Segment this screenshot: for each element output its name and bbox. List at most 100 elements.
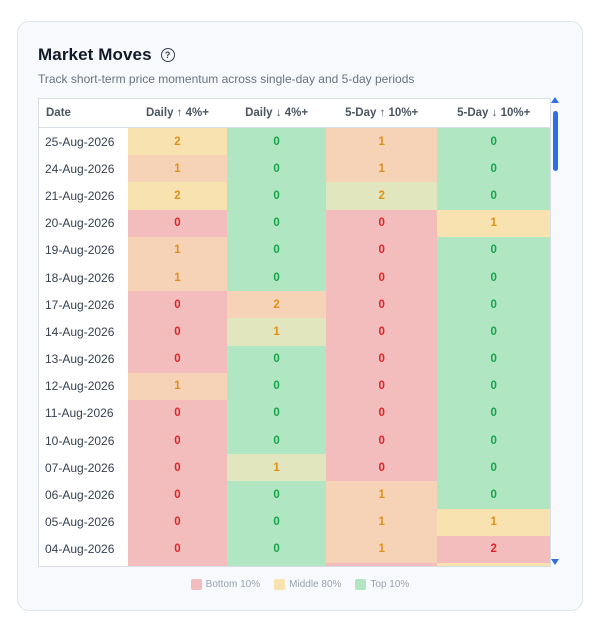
value-cell-5day-down: 0 [437,399,550,428]
legend-swatch [190,579,202,590]
table-row[interactable] [39,563,550,566]
date-cell: 21-Aug-2026 [39,182,128,210]
date-cell: 14-Aug-2026 [39,318,128,346]
date-cell: 19-Aug-2026 [39,236,128,264]
value-cell-5day-up: 0 [325,454,438,482]
heatmap-table: Date Daily ↑ 4%+ Daily ↓ 4%+ 5-Day ↑ 10%… [38,98,551,567]
table-row[interactable]: 07-Aug-2026 0 1 0 0 [39,454,550,482]
value-cell-daily-down: 0 [227,399,326,428]
column-header-5day-down[interactable]: 5-Day ↓ 10%+ [457,107,531,119]
value-cell-5day-up: 0 [325,263,438,292]
value-cell-5day-down: 0 [437,182,550,210]
table-row[interactable]: 21-Aug-2026 2 0 2 0 [39,182,550,210]
value-cell-daily-down: 0 [227,182,326,210]
value-cell-5day-up: 0 [325,236,438,264]
table-row[interactable]: 12-Aug-2026 1 0 0 0 [39,372,550,400]
value-cell-daily-down: 1 [227,318,326,346]
value-cell-5day-down: 0 [437,318,550,346]
value-cell-daily-down: 0 [227,209,326,237]
legend-label: Top 10% [370,579,410,590]
question-circle-icon[interactable]: ? [160,48,175,62]
date-cell: 18-Aug-2026 [39,263,128,292]
table-row[interactable]: 20-Aug-2026 0 0 0 1 [39,209,550,237]
scroll-thumb[interactable] [553,111,558,171]
value-cell-daily-down: 0 [227,481,326,509]
date-cell: 07-Aug-2026 [39,454,128,482]
value-cell-5day-down: 0 [437,345,550,373]
table-row[interactable]: 24-Aug-2026 1 0 1 0 [39,155,550,183]
table-row[interactable]: 19-Aug-2026 1 0 0 0 [39,236,550,264]
table-row[interactable]: 05-Aug-2026 0 0 1 1 [39,508,550,536]
column-header-5day-up[interactable]: 5-Day ↑ 10%+ [345,107,419,119]
column-header-daily-up[interactable]: Daily ↑ 4%+ [145,107,209,119]
value-cell-5day-down: 0 [437,236,550,264]
date-cell: 06-Aug-2026 [39,481,128,509]
table-row[interactable]: 18-Aug-2026 1 0 0 0 [39,263,550,292]
value-cell-5day-up: 1 [325,508,438,536]
value-cell-5day-up: 0 [325,427,438,455]
value-cell-daily-down [227,563,326,566]
table-row[interactable]: 13-Aug-2026 0 0 0 0 [39,345,550,373]
legend-item: Top 10% [355,579,409,590]
legend-swatch [355,579,367,590]
page-title: Market Moves [38,45,152,64]
value-cell-5day-up: 0 [325,291,438,319]
value-cell-daily-down: 0 [227,372,326,400]
date-cell: 05-Aug-2026 [39,508,128,536]
table-row[interactable]: 06-Aug-2026 0 0 1 0 [39,481,550,509]
table-row[interactable]: 11-Aug-2026 0 0 0 0 [39,399,550,428]
legend-swatch [274,579,286,590]
scroll-up-arrow-icon[interactable] [551,97,559,103]
value-cell-daily-down: 0 [227,128,326,156]
value-cell-5day-down: 0 [437,291,550,319]
value-cell-5day-up: 0 [325,399,438,428]
value-cell-daily-down: 0 [227,263,326,292]
table-row[interactable]: 14-Aug-2026 0 1 0 0 [39,318,550,346]
value-cell-daily-up: 0 [127,209,228,237]
value-cell-5day-up: 1 [325,481,438,509]
value-cell-5day-down: 2 [437,535,550,563]
table-body: 25-Aug-2026 2 0 1 0 24-Aug-2026 1 0 1 0 21-Aug-202… [39,128,550,566]
table-row[interactable]: 04-Aug-2026 0 0 1 2 [39,535,550,563]
table-row[interactable]: 17-Aug-2026 0 2 0 0 [39,291,550,319]
date-cell: 13-Aug-2026 [39,345,128,373]
value-cell-daily-down: 0 [227,508,326,536]
table-row[interactable]: 10-Aug-2026 0 0 0 0 [39,427,550,455]
value-cell-5day-down: 1 [437,508,550,536]
value-cell-daily-up: 2 [127,182,228,210]
vertical-scrollbar[interactable] [551,97,561,565]
column-header-date[interactable]: Date [46,107,71,119]
value-cell-daily-up: 0 [127,318,228,346]
date-cell: 10-Aug-2026 [39,427,128,455]
table-row[interactable]: 25-Aug-2026 2 0 1 0 [39,128,550,156]
value-cell-daily-up: 0 [127,399,228,428]
date-cell: 04-Aug-2026 [39,535,128,563]
scroll-down-arrow-icon[interactable] [551,559,559,565]
date-cell: 24-Aug-2026 [39,155,128,183]
value-cell-daily-down: 0 [227,236,326,264]
legend-label: Middle 80% [289,579,342,590]
value-cell-5day-up: 0 [325,372,438,400]
value-cell-5day-up: 1 [325,128,438,156]
column-header-daily-down[interactable]: Daily ↓ 4%+ [245,107,309,119]
value-cell-5day-up: 1 [325,155,438,183]
value-cell-daily-down: 0 [227,155,326,183]
table-header: Date Daily ↑ 4%+ Daily ↓ 4%+ 5-Day ↑ 10%… [39,99,550,128]
legend: Bottom 10% Middle 80% Top 10% [18,579,582,590]
value-cell-5day-up: 2 [325,182,438,210]
value-cell-daily-up: 1 [127,236,228,264]
value-cell-5day-down: 0 [437,155,550,183]
value-cell-5day-up: 0 [325,345,438,373]
value-cell-5day-down: 0 [437,372,550,400]
value-cell-daily-up: 0 [127,454,228,482]
value-cell-5day-down: 0 [437,454,550,482]
market-moves-card: Market Moves ? Track short-term price mo… [17,21,583,611]
value-cell-5day-down: 0 [437,128,550,156]
value-cell-daily-up: 0 [127,291,228,319]
value-cell-daily-down: 1 [227,454,326,482]
value-cell-5day-down: 1 [437,209,550,237]
value-cell-daily-up: 1 [127,372,228,400]
date-cell: 12-Aug-2026 [39,372,128,400]
value-cell-daily-up: 0 [127,345,228,373]
value-cell-5day-up: 0 [325,318,438,346]
